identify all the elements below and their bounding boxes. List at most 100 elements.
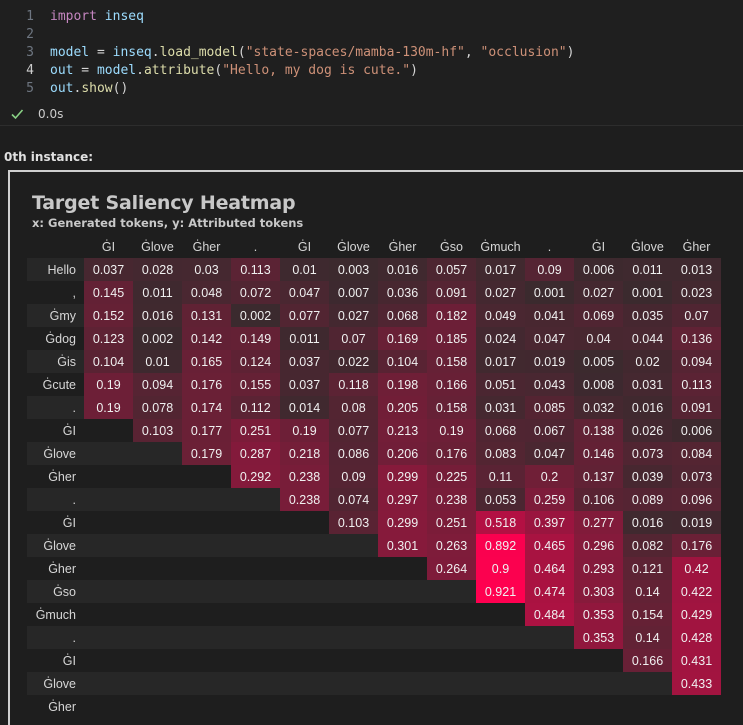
heatmap-cell: 0.053: [476, 488, 525, 511]
heatmap-cell: 0.031: [476, 396, 525, 419]
y-token-label: .: [27, 488, 84, 511]
x-token-label: Ġher: [388, 239, 417, 254]
heatmap-cell: 0.077: [280, 304, 329, 327]
heatmap-cell: 0.028: [133, 258, 182, 281]
code-text[interactable]: out = model.attribute("Hello, my dog is …: [50, 62, 418, 80]
x-token-label: .: [547, 239, 552, 254]
heatmap-cell: 0.301: [378, 534, 427, 557]
y-token-label: Ġlove: [27, 672, 84, 695]
heatmap-cell: 0.04: [574, 327, 623, 350]
code-text[interactable]: model = inseq.load_model("state-spaces/m…: [50, 44, 574, 62]
code-cell[interactable]: 1 import inseq 2 3 model = inseq.load_model(…: [0, 0, 743, 126]
code-token: ,: [464, 45, 481, 60]
heatmap-empty-cell: [476, 672, 525, 695]
heatmap-empty-cell: [133, 488, 182, 511]
heatmap-cell: 0.08: [329, 396, 378, 419]
code-token: (): [112, 81, 129, 96]
heatmap-cell: 0.19: [427, 419, 476, 442]
heatmap-cell: 0.03: [182, 258, 231, 281]
heatmap-cell: 0.069: [574, 304, 623, 327]
heatmap-cell: 0.001: [525, 281, 574, 304]
heatmap-cell: 0.154: [623, 603, 672, 626]
line-number: 2: [26, 27, 34, 42]
heatmap-cell: 0.429: [672, 603, 721, 626]
heatmap-empty-cell: [525, 649, 574, 672]
heatmap-cell: 0.096: [672, 488, 721, 511]
heatmap-cell: 0.011: [280, 327, 329, 350]
heatmap-cell: 0.113: [231, 258, 280, 281]
heatmap-empty-cell: [378, 672, 427, 695]
heatmap-row: Ġlove 0.301 0.263 0.892 0.465 0.296 0.082 0.176: [27, 534, 721, 557]
heatmap-empty-cell: [329, 580, 378, 603]
heatmap-empty-cell: [427, 626, 476, 649]
heatmap-empty-cell: [182, 626, 231, 649]
heatmap-cell: 0.158: [427, 396, 476, 419]
heatmap-cell: 0.251: [231, 419, 280, 442]
heatmap-cell: 0.094: [672, 350, 721, 373]
heatmap-cell: 0.072: [231, 281, 280, 304]
heatmap-row: Ġmuch 0.484 0.353 0.154 0.429: [27, 603, 721, 626]
heatmap-cell: 0.091: [427, 281, 476, 304]
heatmap-cell: 0.091: [672, 396, 721, 419]
heatmap-cell: 0.2: [525, 465, 574, 488]
code-token: .: [151, 45, 160, 60]
heatmap-cell: 0.103: [133, 419, 182, 442]
heatmap-cell: 0.016: [623, 396, 672, 419]
heatmap-cell: 0.238: [280, 465, 329, 488]
heatmap-cell: 0.259: [525, 488, 574, 511]
check-icon: [11, 109, 24, 120]
heatmap-cell: 0.023: [672, 281, 721, 304]
heatmap-cell: 0.14: [623, 626, 672, 649]
heatmap-cell: 0.152: [84, 304, 133, 327]
heatmap-empty-cell: [280, 580, 329, 603]
heatmap-cell: 0.19: [280, 419, 329, 442]
heatmap-cell: 0.177: [182, 419, 231, 442]
heatmap-cell: 0.146: [574, 442, 623, 465]
heatmap-empty-cell: [378, 557, 427, 580]
heatmap-cell: 0.145: [84, 281, 133, 304]
heatmap-cell: 0.016: [623, 511, 672, 534]
heatmap-cell: 0.299: [378, 511, 427, 534]
heatmap-cell: 0.011: [623, 258, 672, 281]
heatmap-body: Hello 0.037 0.028 0.03 0.113 0.01 0.003 0.016 0.…: [27, 258, 721, 718]
heatmap-cell: 0.016: [378, 258, 427, 281]
heatmap-cell: 0.251: [427, 511, 476, 534]
heatmap-empty-cell: [231, 695, 280, 718]
heatmap-cell: 0.353: [574, 626, 623, 649]
code-token: inseq: [112, 45, 152, 60]
heatmap-row: ĠI 0.103 0.177 0.251 0.19 0.077 0.213 0.19 0.068…: [27, 419, 721, 442]
heatmap-cell: 0.019: [525, 350, 574, 373]
heatmap-cell: 0.039: [623, 465, 672, 488]
heatmap-empty-cell: [525, 695, 574, 718]
code-token: inseq: [104, 9, 144, 24]
heatmap-cell: 0.031: [623, 373, 672, 396]
heatmap-cell: 0.027: [329, 304, 378, 327]
code-text[interactable]: import inseq: [50, 8, 144, 26]
heatmap-empty-cell: [84, 442, 133, 465]
heatmap-cell: 0.166: [623, 649, 672, 672]
heatmap-cell: 0.238: [427, 488, 476, 511]
heatmap-cell: 0.07: [672, 304, 721, 327]
heatmap-row: Ġher: [27, 695, 721, 718]
code-token: "state-spaces/mamba-130m-hf": [245, 45, 465, 60]
heatmap-cell: 0.121: [623, 557, 672, 580]
y-token-label: .: [27, 396, 84, 419]
heatmap-cell: 0.084: [672, 442, 721, 465]
heatmap-cell: 0.01: [280, 258, 329, 281]
heatmap-cell: 0.113: [672, 373, 721, 396]
heatmap-empty-cell: [231, 488, 280, 511]
heatmap-cell: 0.019: [672, 511, 721, 534]
code-text[interactable]: out.show(): [50, 80, 128, 98]
heatmap-empty-cell: [280, 603, 329, 626]
y-token-label: Ġis: [27, 350, 84, 373]
heatmap-cell: 0.518: [476, 511, 525, 534]
heatmap-subtitle: x: Generated tokens, y: Attributed token…: [32, 216, 304, 230]
heatmap-cell: 0.225: [427, 465, 476, 488]
heatmap-empty-cell: [672, 695, 721, 718]
heatmap-header-row: ĠI Ġlove Ġher. ĠI Ġlove Ġher Ġso Ġmuch. ĠI Ġlove Ġ…: [27, 235, 721, 258]
heatmap-cell: 0.047: [280, 281, 329, 304]
heatmap-cell: 0.027: [476, 281, 525, 304]
heatmap-empty-cell: [378, 649, 427, 672]
heatmap-cell: 0.106: [574, 488, 623, 511]
y-token-label: Ġher: [48, 469, 76, 484]
